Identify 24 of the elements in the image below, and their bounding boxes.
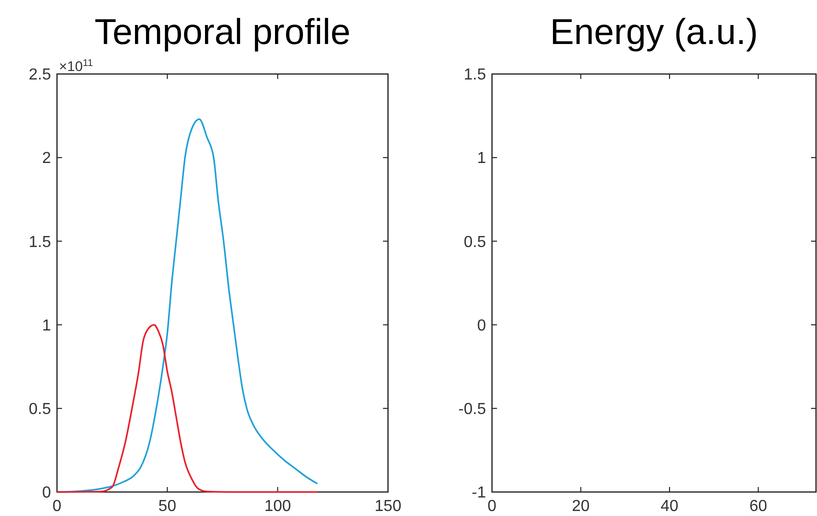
y-tick-label: 1.5 [28,234,52,251]
annotation: ×10$^{11}$ [59,58,93,74]
y-tick-label: -1 [472,484,486,502]
y-tick-label: 2 [42,150,52,168]
y-tick-label: -0.5 [458,401,486,418]
y-tick-label: 0.5 [28,401,52,418]
x-tick-label: 40 [660,498,679,515]
y-tick-label: 0 [42,484,52,502]
x-tick-label: 100 [264,498,292,515]
chart-title: Temporal profile [94,11,351,52]
x-tick-label: 150 [374,498,402,515]
x-tick-label: 50 [158,498,176,515]
chart-title: Energy (a.u.) [550,11,758,52]
y-tick-label: 0 [477,317,486,334]
line-series [56,324,318,493]
y-tick-label: 1 [42,317,52,334]
y-tick-label: 2.5 [28,66,52,84]
y-tick-label: 1 [477,150,486,168]
x-tick-label: 60 [749,498,768,515]
y-tick-label: 1.5 [464,66,486,84]
x-tick-label: 20 [572,498,590,515]
x-tick-label: 0 [488,498,497,515]
y-tick-label: 0.5 [464,234,486,251]
x-tick-label: 0 [52,498,62,515]
